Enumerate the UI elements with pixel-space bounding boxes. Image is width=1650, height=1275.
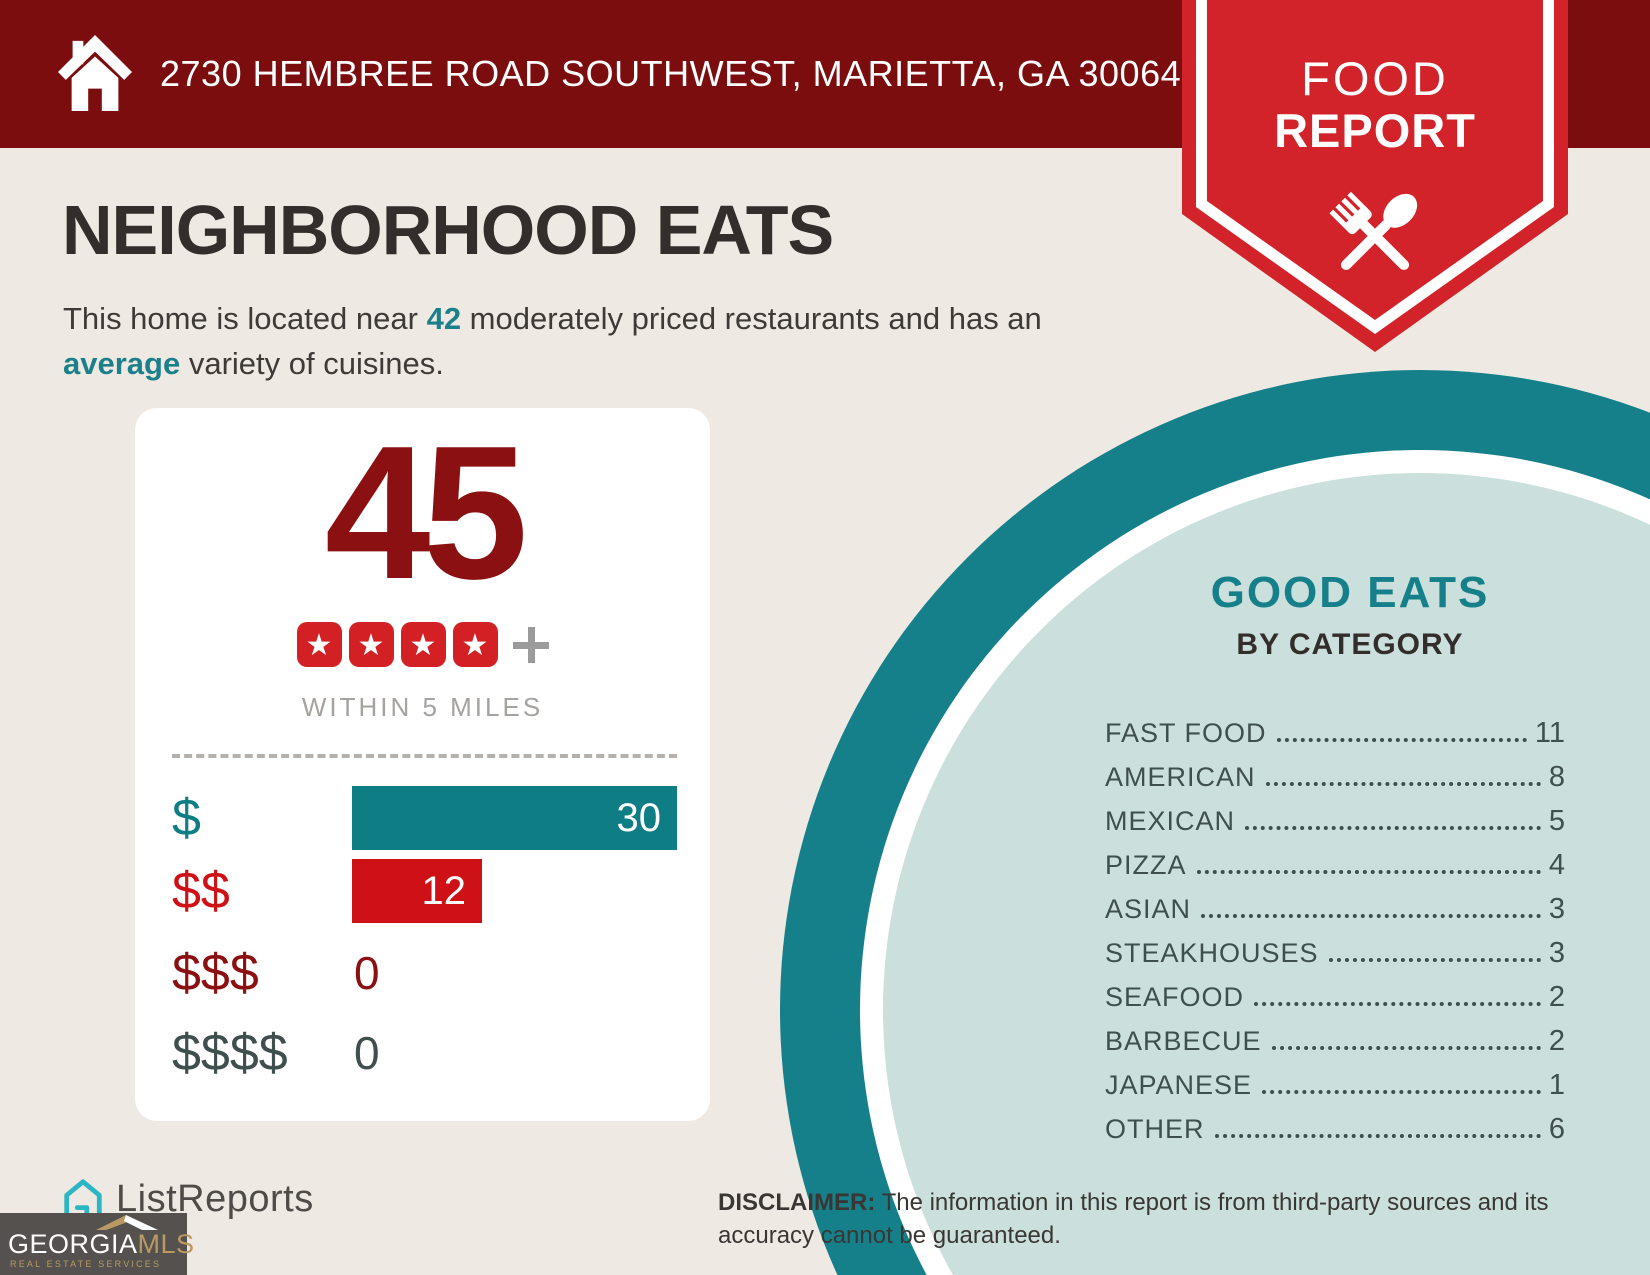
leader-dots bbox=[1254, 1002, 1541, 1006]
intro-segment: moderately priced restaurants and has an bbox=[461, 301, 1042, 336]
page-title: NEIGHBORHOOD EATS bbox=[62, 191, 834, 269]
category-row: SEAFOOD 2 bbox=[1105, 976, 1565, 1020]
listreports-house-icon bbox=[64, 1179, 102, 1221]
category-value: 6 bbox=[1548, 1113, 1565, 1145]
price-row: $30 bbox=[135, 786, 710, 850]
category-label: OTHER bbox=[1105, 1114, 1205, 1144]
star-icon: ★ bbox=[400, 622, 446, 667]
price-bar-value: 30 bbox=[616, 795, 662, 840]
category-value: 4 bbox=[1548, 849, 1565, 881]
food-report-ribbon: FOOD REPORT bbox=[1182, 0, 1568, 352]
category-label: ASIAN bbox=[1105, 894, 1192, 924]
price-bar: 12 bbox=[352, 859, 482, 923]
leader-dots bbox=[1328, 958, 1541, 962]
category-row: FAST FOOD 11 bbox=[1105, 712, 1565, 756]
category-row: PIZZA 4 bbox=[1105, 844, 1565, 888]
cuisine-variety-highlight: average bbox=[63, 346, 181, 381]
restaurant-count-highlight: 42 bbox=[426, 301, 462, 336]
category-row: STEAKHOUSES 3 bbox=[1105, 932, 1565, 976]
georgiamls-logo: GEORGIA MLS REAL ESTATE SERVICES bbox=[0, 1213, 194, 1275]
category-value: 5 bbox=[1548, 805, 1565, 837]
price-label: $$$$ bbox=[172, 1024, 288, 1082]
price-label: $$ bbox=[172, 862, 230, 920]
georgiamls-name-mls: MLS bbox=[137, 1229, 195, 1259]
category-row: MEXICAN 5 bbox=[1105, 800, 1565, 844]
home-icon bbox=[58, 35, 132, 111]
price-row: $$$$ 0 bbox=[135, 1021, 710, 1085]
intro-segment: This home is located near bbox=[63, 301, 427, 336]
listreports-wordmark: ListReports bbox=[116, 1177, 314, 1220]
plus-icon bbox=[512, 626, 549, 663]
category-value: 2 bbox=[1548, 1025, 1565, 1057]
leader-dots bbox=[1201, 914, 1541, 918]
listreports-logo: ListReports bbox=[60, 1176, 314, 1222]
price-bar-value: 12 bbox=[421, 868, 467, 913]
price-bar: 30 bbox=[352, 786, 677, 850]
category-row: ASIAN 3 bbox=[1105, 888, 1565, 932]
category-value: 2 bbox=[1548, 981, 1565, 1013]
star-glyph: ★ bbox=[409, 627, 437, 663]
category-value: 11 bbox=[1534, 717, 1565, 749]
star-rating: ★ ★ ★ ★ bbox=[135, 622, 710, 667]
price-chart: $30 $$ 12 $$$ 0 $$$$ 0 bbox=[135, 786, 710, 1086]
disclaimer-line2: accuracy cannot be guaranteed. bbox=[718, 1222, 1061, 1249]
category-label: FAST FOOD bbox=[1105, 718, 1267, 748]
category-value: 3 bbox=[1548, 937, 1565, 969]
leader-dots bbox=[1262, 1090, 1541, 1094]
georgiamls-name-georgia: GEORGIA bbox=[8, 1229, 138, 1259]
category-value: 8 bbox=[1548, 761, 1565, 793]
star-glyph: ★ bbox=[305, 627, 333, 663]
price-zero-value: 0 bbox=[354, 1027, 380, 1079]
price-label: $ bbox=[172, 789, 201, 847]
radius-label: WITHIN 5 MILES bbox=[301, 692, 544, 722]
category-label: JAPANESE bbox=[1105, 1070, 1253, 1100]
category-value: 3 bbox=[1548, 893, 1565, 925]
category-label: AMERICAN bbox=[1105, 762, 1256, 792]
category-row: JAPANESE 1 bbox=[1105, 1064, 1565, 1108]
category-label: BARBECUE bbox=[1105, 1026, 1262, 1056]
category-label: SEAFOOD bbox=[1105, 982, 1245, 1012]
star-glyph: ★ bbox=[461, 627, 489, 663]
category-row: OTHER 6 bbox=[1105, 1108, 1565, 1152]
category-label: STEAKHOUSES bbox=[1105, 938, 1319, 968]
leader-dots bbox=[1214, 1134, 1541, 1138]
intro-text: This home is located near 42 moderately … bbox=[63, 296, 1043, 386]
georgiamls-roof-icon bbox=[96, 1215, 158, 1230]
dashed-divider bbox=[172, 754, 677, 758]
disclaimer-label: DISCLAIMER: bbox=[718, 1189, 876, 1216]
leader-dots bbox=[1245, 826, 1541, 830]
category-row: BARBECUE 2 bbox=[1105, 1020, 1565, 1064]
ribbon-title-line1: FOOD bbox=[1301, 52, 1449, 105]
leader-dots bbox=[1276, 738, 1527, 742]
summary-card: 45 ★ ★ ★ ★ WITHIN 5 MILES $30 $$ 12 $$$ 0 $$$$ 0 bbox=[135, 408, 710, 1121]
ribbon-title-line2: REPORT bbox=[1274, 104, 1476, 157]
leader-dots bbox=[1196, 870, 1541, 874]
restaurant-count: 45 bbox=[324, 407, 528, 619]
spoon-fork-icon bbox=[1329, 191, 1418, 271]
star-icon: ★ bbox=[452, 622, 498, 667]
property-address: 2730 HEMBREE ROAD SOUTHWEST, MARIETTA, G… bbox=[160, 53, 1182, 94]
price-zero-value: 0 bbox=[354, 947, 380, 999]
leader-dots bbox=[1265, 782, 1541, 786]
price-label: $$$ bbox=[172, 944, 259, 1002]
disclaimer-text: DISCLAIMER: The information in this repo… bbox=[718, 1186, 1618, 1252]
category-label: MEXICAN bbox=[1105, 806, 1236, 836]
good-eats-title: GOOD EATS bbox=[1210, 568, 1490, 617]
star-glyph: ★ bbox=[357, 627, 385, 663]
intro-segment: variety of cuisines. bbox=[180, 346, 444, 381]
category-list: FAST FOOD 11 AMERICAN 8 MEXICAN 5 PIZZA 4 ASIAN 3… bbox=[1105, 712, 1565, 1152]
disclaimer-line1: The information in this report is from t… bbox=[875, 1189, 1549, 1216]
category-row: AMERICAN 8 bbox=[1105, 756, 1565, 800]
leader-dots bbox=[1271, 1046, 1541, 1050]
category-label: PIZZA bbox=[1105, 850, 1187, 880]
georgiamls-tagline: REAL ESTATE SERVICES bbox=[10, 1259, 162, 1269]
price-row: $$$ 0 bbox=[135, 941, 710, 1005]
star-icon: ★ bbox=[348, 622, 394, 667]
category-value: 1 bbox=[1548, 1069, 1565, 1101]
georgiamls-name: GEORGIA MLS bbox=[8, 1229, 195, 1260]
price-row: $$ 12 bbox=[135, 859, 710, 923]
star-icon: ★ bbox=[296, 622, 342, 667]
good-eats-subtitle: BY CATEGORY bbox=[1236, 628, 1464, 661]
